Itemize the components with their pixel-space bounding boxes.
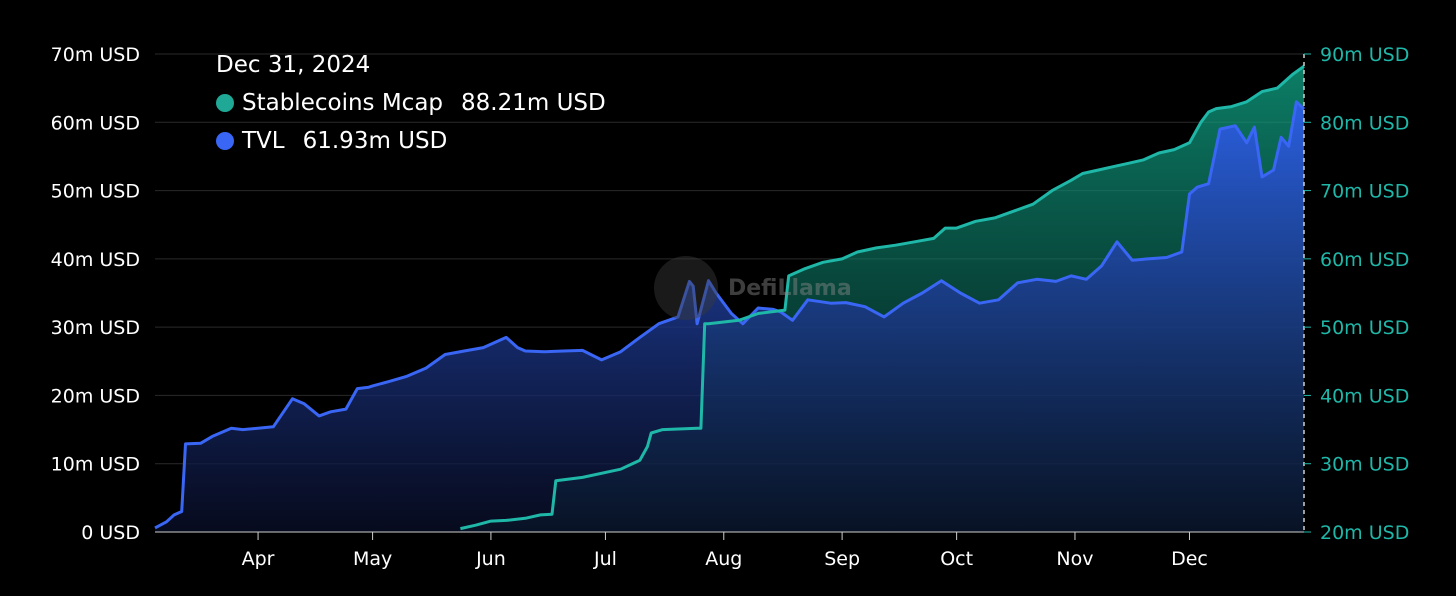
legend-item-tvl: TVL 61.93m USD xyxy=(216,122,606,160)
legend-value: 61.93m USD xyxy=(302,128,448,154)
y-left-tick-label: 50m USD xyxy=(51,181,140,203)
x-tick-label: Dec xyxy=(1171,548,1208,570)
axes xyxy=(155,54,1305,533)
left-axis-ticks: 0 USD 10m USD 20m USD 30m USD 40m USD 50m USD… xyxy=(51,44,140,544)
y-right-tick-label: 40m USD xyxy=(1320,385,1409,407)
legend-value: 88.21m USD xyxy=(461,90,606,116)
y-right-tick-label: 90m USD xyxy=(1320,44,1409,66)
legend-label: Stablecoins Mcap xyxy=(242,90,444,116)
x-tick-label: Nov xyxy=(1056,548,1093,570)
y-right-tick-label: 20m USD xyxy=(1320,522,1409,544)
series-lines xyxy=(154,64,1306,531)
legend-label: TVL xyxy=(242,128,285,154)
llama-logo-icon xyxy=(654,256,718,320)
x-tick-label: Jul xyxy=(593,548,617,570)
series-areas xyxy=(155,66,1304,533)
tooltip-legend: Dec 31, 2024 Stablecoins Mcap 88.21m USD… xyxy=(216,46,606,160)
x-tick-label: Apr xyxy=(242,548,275,570)
y-right-tick-label: 60m USD xyxy=(1320,249,1409,271)
x-axis-ticks: Apr May Jun Jul Aug Sep Oct Nov Dec xyxy=(242,532,1208,570)
x-tick-label: Jun xyxy=(475,548,506,570)
tvl-area xyxy=(155,101,1304,533)
y-left-tick-label: 10m USD xyxy=(51,454,140,476)
x-tick-label: Oct xyxy=(940,548,973,570)
y-left-tick-label: 30m USD xyxy=(51,317,140,339)
y-left-tick-label: 40m USD xyxy=(51,249,140,271)
tvl-line xyxy=(154,100,1306,530)
x-tick-label: May xyxy=(353,548,392,570)
stablecoins-dot-icon xyxy=(216,94,234,112)
y-left-tick-label: 70m USD xyxy=(51,44,140,66)
y-right-tick-label: 50m USD xyxy=(1320,317,1409,339)
right-axis-ticks: 20m USD 30m USD 40m USD 50m USD 60m USD 70m U… xyxy=(1304,44,1409,544)
x-tick-label: Aug xyxy=(705,548,742,570)
stablecoins-line xyxy=(460,64,1305,531)
watermark-text: DefiLlama xyxy=(728,275,852,301)
tooltip-date: Dec 31, 2024 xyxy=(216,52,371,78)
y-right-tick-label: 30m USD xyxy=(1320,454,1409,476)
legend-item-stablecoins: Stablecoins Mcap 88.21m USD xyxy=(216,84,606,122)
y-left-tick-label: 60m USD xyxy=(51,112,140,134)
tvl-dot-icon xyxy=(216,132,234,150)
x-tick-label: Sep xyxy=(824,548,860,570)
y-left-tick-label: 20m USD xyxy=(51,385,140,407)
y-left-tick-label: 0 USD xyxy=(81,522,140,544)
y-right-tick-label: 80m USD xyxy=(1320,112,1409,134)
watermark: DefiLlama xyxy=(654,256,852,320)
y-right-tick-label: 70m USD xyxy=(1320,181,1409,203)
